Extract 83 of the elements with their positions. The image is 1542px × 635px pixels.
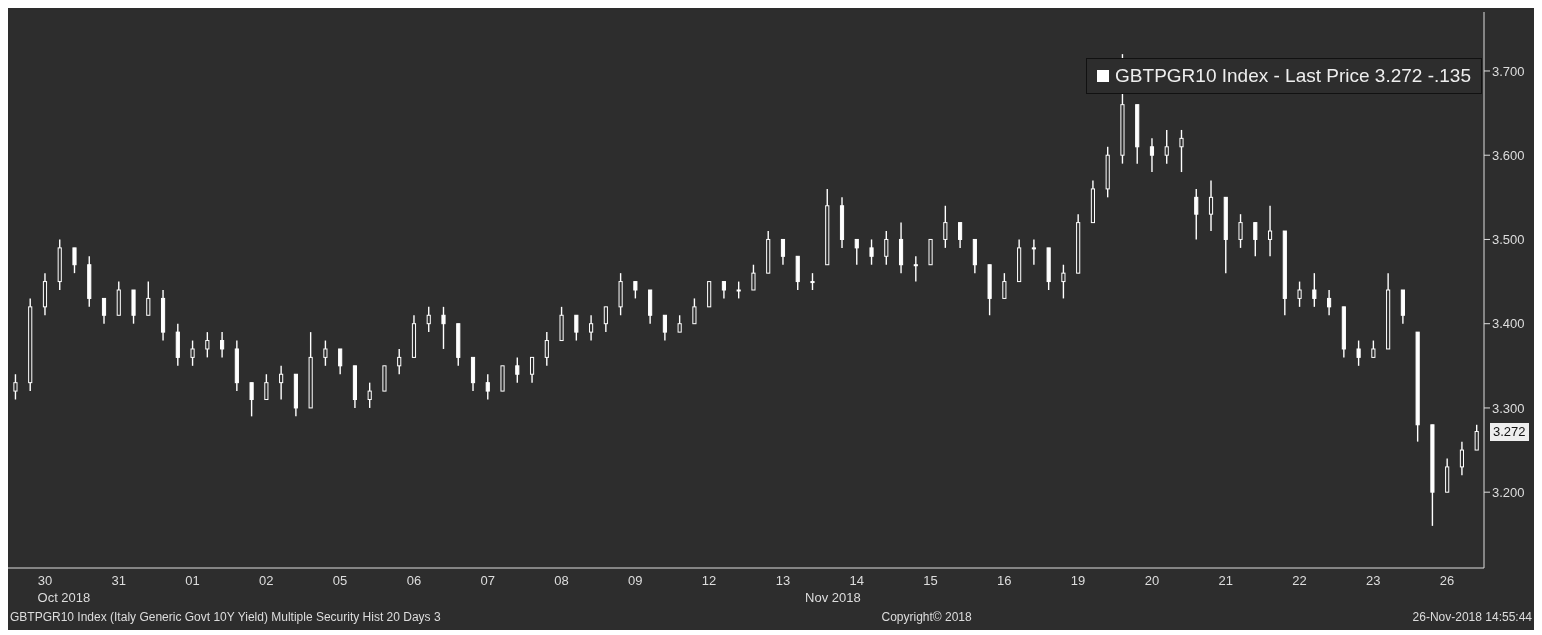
candlestick (692, 297, 697, 325)
candlestick (1356, 339, 1361, 367)
candlestick (751, 264, 756, 291)
candlestick (1253, 221, 1258, 257)
candlestick (1194, 188, 1199, 241)
candlestick (1179, 129, 1184, 173)
candlestick (397, 348, 402, 375)
candlestick (485, 373, 490, 401)
y-tick-label: 3.200 (1492, 484, 1525, 500)
candlestick (913, 255, 918, 283)
y-tick-label: 3.700 (1492, 63, 1525, 79)
x-tick-label: 01 (185, 573, 200, 589)
candlestick (264, 373, 269, 401)
x-tick-label: 20 (1144, 573, 1160, 589)
x-tick-label: 13 (775, 573, 791, 589)
candlestick (854, 238, 859, 266)
candlestick (146, 280, 151, 316)
candlestick (574, 314, 579, 342)
x-tick-label: 31 (111, 573, 126, 589)
x-tick-label: 21 (1218, 573, 1233, 589)
candlestick (544, 331, 549, 367)
x-tick-label: 08 (554, 573, 569, 589)
x-tick-label: 02 (259, 573, 274, 589)
candlestick (1267, 205, 1273, 257)
x-tick-label: 09 (628, 573, 643, 589)
y-tick-label: 3.500 (1492, 232, 1525, 248)
candlestick (884, 230, 889, 266)
candlestick (515, 356, 520, 384)
candlestick (780, 238, 786, 266)
text: Nov 2018 (805, 590, 861, 605)
candlestick (441, 306, 446, 350)
x-tick-label: 30 (37, 573, 53, 589)
candlestick (589, 314, 594, 342)
candlestick (1031, 238, 1036, 266)
candlestick (529, 356, 535, 384)
legend-label: GBTPGR10 Index - Last Price 3.272 -.135 (1114, 65, 1471, 87)
candlestick (662, 314, 667, 342)
text: Copyright© 2018 (881, 610, 972, 624)
text: GBTPGR10 Index (Italy Generic Govt 10Y Yield) Multiple Security Hist 20 Days 3 (10, 610, 441, 624)
x-tick-label: 22 (1292, 573, 1307, 589)
candlestick (323, 339, 328, 367)
x-tick-label: 12 (701, 573, 717, 589)
text: Oct 2018 (37, 590, 91, 605)
x-tick-label: 05 (332, 573, 348, 589)
x-tick-label: 06 (406, 573, 422, 589)
candlestick (958, 221, 963, 249)
candlestick (101, 297, 107, 325)
x-tick-label: 14 (849, 573, 864, 589)
x-tick-label: 23 (1366, 573, 1381, 589)
candlestick (72, 247, 77, 274)
candlestick (869, 238, 874, 266)
candlestick (1164, 129, 1169, 165)
candlestick (426, 306, 431, 333)
candlestick (13, 373, 18, 401)
candlestick (1208, 179, 1214, 232)
candlestick (1474, 424, 1479, 451)
y-tick-label: 3.300 (1492, 400, 1525, 416)
candlestick (1149, 137, 1155, 173)
candlestick (1327, 289, 1332, 316)
candlestick (1459, 440, 1465, 477)
candlestick (1061, 264, 1066, 300)
candlestick (943, 205, 948, 249)
x-tick-label: 15 (923, 573, 938, 589)
candlestick (279, 365, 284, 401)
x-tick-label: 07 (480, 573, 495, 589)
candlestick (220, 331, 225, 359)
text: 26-Nov-2018 14:55:44 (1412, 610, 1532, 624)
candlestick (1297, 280, 1302, 308)
candlestick (367, 381, 372, 409)
y-tick-label: 3.400 (1492, 316, 1525, 332)
candlestick (338, 348, 343, 375)
candlestick (249, 381, 254, 418)
candlestick (603, 306, 608, 333)
candlestick (190, 339, 195, 367)
x-tick-label: 16 (997, 573, 1012, 589)
text: 3.272 (1490, 422, 1529, 441)
candlestick (1238, 213, 1243, 249)
candlestick (1312, 272, 1317, 308)
x-tick-label: 26 (1439, 573, 1455, 589)
y-tick-label: 3.600 (1492, 147, 1525, 163)
candlestick (1002, 272, 1007, 300)
candlestick (205, 331, 210, 359)
x-tick-label: 19 (1070, 573, 1086, 589)
